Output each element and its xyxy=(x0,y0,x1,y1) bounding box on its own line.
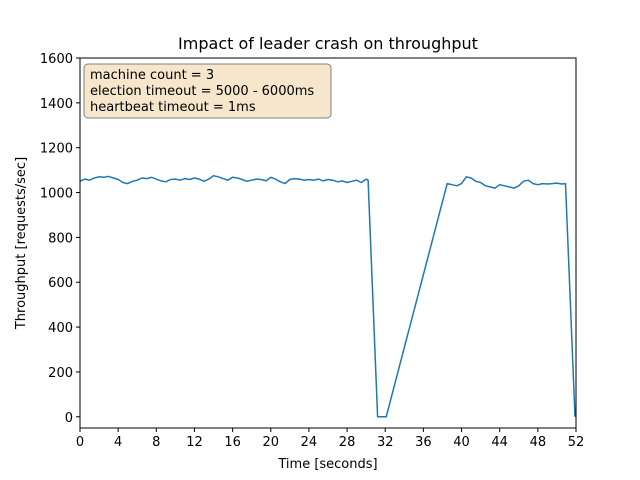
x-tick-label: 24 xyxy=(301,435,318,450)
x-axis-label: Time [seconds] xyxy=(277,457,377,472)
y-axis-ticks: 0 200 400 600 800 1000 1200 1400 1600 xyxy=(40,52,80,426)
y-tick-label: 200 xyxy=(48,366,73,381)
x-tick-label: 36 xyxy=(415,435,432,450)
y-tick-label: 1400 xyxy=(40,97,73,112)
annotation-box: machine count = 3 election timeout = 500… xyxy=(83,63,332,119)
x-tick-label: 48 xyxy=(530,435,547,450)
annotation-line-2: election timeout = 5000 - 6000ms xyxy=(90,84,314,99)
x-tick-label: 32 xyxy=(377,435,394,450)
annotation-line-1: machine count = 3 xyxy=(90,68,214,83)
annotation-line-3: heartbeat timeout = 1ms xyxy=(90,100,256,115)
x-tick-label: 4 xyxy=(114,435,122,450)
chart-title: Impact of leader crash on throughput xyxy=(178,34,478,53)
x-tick-label: 8 xyxy=(152,435,160,450)
x-tick-label: 12 xyxy=(186,435,203,450)
x-tick-label: 40 xyxy=(453,435,470,450)
x-tick-label: 28 xyxy=(339,435,356,450)
annotation-box-frame xyxy=(83,63,332,119)
y-tick-label: 1000 xyxy=(40,187,73,202)
x-tick-label: 52 xyxy=(568,435,585,450)
y-tick-label: 1600 xyxy=(40,52,73,67)
y-tick-label: 600 xyxy=(48,276,73,291)
x-tick-label: 16 xyxy=(224,435,241,450)
series-line-0 xyxy=(79,174,576,418)
y-tick-label: 0 xyxy=(65,411,73,426)
y-tick-label: 1200 xyxy=(40,142,73,157)
y-axis-label: Throughput [requests/sec] xyxy=(14,157,29,330)
plot-content xyxy=(79,174,576,418)
x-tick-label: 20 xyxy=(262,435,279,450)
y-tick-label: 400 xyxy=(48,321,73,336)
x-tick-label: 0 xyxy=(76,435,84,450)
y-tick-label: 800 xyxy=(48,231,73,246)
plot-frame xyxy=(79,57,577,429)
x-tick-label: 44 xyxy=(491,435,508,450)
x-axis-ticks: 0 4 8 12 16 20 24 28 32 36 40 44 48 52 xyxy=(76,428,584,450)
